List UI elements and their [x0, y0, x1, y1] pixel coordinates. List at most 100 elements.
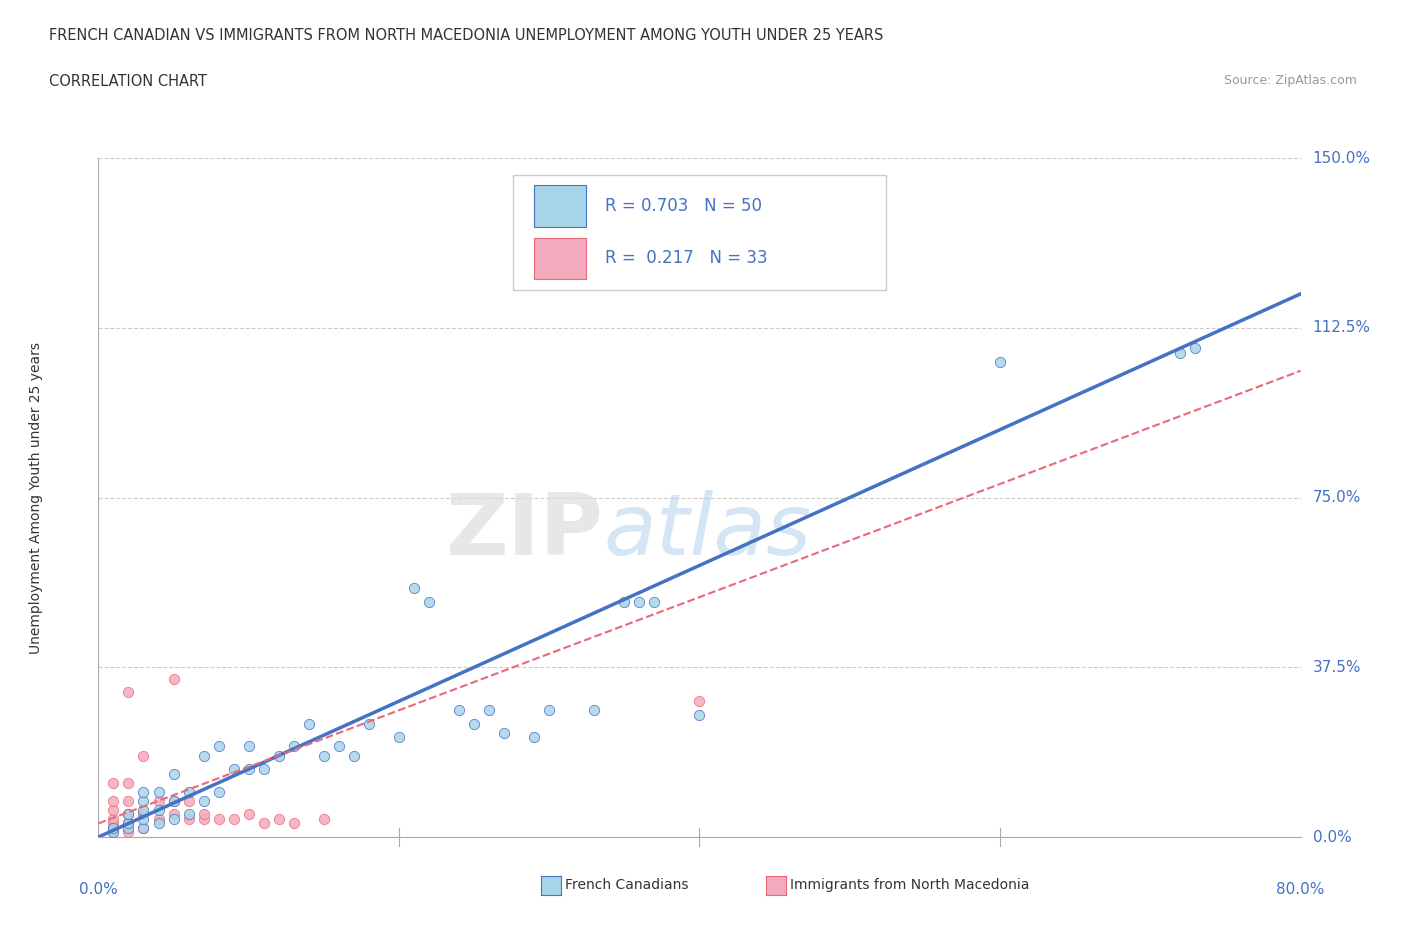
Point [162, 812, 184, 827]
Point [132, 807, 155, 822]
Point [193, 812, 215, 827]
Point [148, 803, 170, 817]
Point [117, 807, 139, 822]
Point [643, 594, 665, 609]
Point [208, 739, 231, 754]
FancyBboxPatch shape [513, 175, 886, 290]
Text: 75.0%: 75.0% [1313, 490, 1361, 505]
Point [103, 776, 125, 790]
Point [162, 793, 184, 808]
Point [402, 580, 425, 595]
Point [177, 807, 200, 822]
Point [238, 762, 260, 777]
Point [538, 703, 561, 718]
Point [357, 716, 380, 731]
Point [1184, 340, 1206, 355]
Point [208, 784, 231, 799]
Point [583, 703, 606, 718]
Point [117, 816, 139, 830]
Point [162, 766, 184, 781]
Point [193, 793, 215, 808]
Text: 112.5%: 112.5% [1313, 320, 1371, 336]
Point [132, 820, 155, 835]
Point [148, 812, 170, 827]
Point [267, 812, 290, 827]
Point [494, 725, 516, 740]
Text: 80.0%: 80.0% [1277, 883, 1324, 897]
Point [388, 730, 411, 745]
Text: R = 0.703   N = 50: R = 0.703 N = 50 [605, 197, 762, 215]
Point [418, 594, 440, 609]
Point [132, 812, 155, 827]
Point [132, 820, 155, 835]
Point [688, 694, 710, 709]
Point [283, 739, 305, 754]
Point [162, 807, 184, 822]
Point [148, 793, 170, 808]
Point [628, 594, 651, 609]
Point [283, 816, 305, 830]
Point [132, 803, 155, 817]
Point [312, 812, 335, 827]
Point [222, 812, 245, 827]
Point [328, 739, 350, 754]
Point [523, 730, 546, 745]
Point [208, 812, 231, 827]
Point [688, 708, 710, 723]
Point [117, 825, 139, 840]
Point [613, 594, 636, 609]
FancyBboxPatch shape [534, 185, 586, 227]
Point [988, 354, 1011, 369]
Point [193, 748, 215, 763]
Point [103, 820, 125, 835]
Point [253, 762, 276, 777]
Point [132, 748, 155, 763]
Text: 37.5%: 37.5% [1313, 659, 1361, 675]
Point [238, 739, 260, 754]
Point [103, 816, 125, 830]
Text: Immigrants from North Macedonia: Immigrants from North Macedonia [790, 878, 1029, 893]
Point [447, 703, 470, 718]
Point [193, 807, 215, 822]
Text: 0.0%: 0.0% [1313, 830, 1351, 844]
Text: R =  0.217   N = 33: R = 0.217 N = 33 [605, 249, 768, 267]
Point [117, 793, 139, 808]
Point [117, 684, 139, 699]
Point [103, 803, 125, 817]
Point [117, 816, 139, 830]
Point [117, 776, 139, 790]
Text: French Canadians: French Canadians [565, 878, 689, 893]
Point [177, 793, 200, 808]
Point [162, 793, 184, 808]
Point [117, 820, 139, 835]
Point [478, 703, 501, 718]
Point [222, 762, 245, 777]
Point [463, 716, 485, 731]
Text: atlas: atlas [603, 490, 811, 573]
Text: Unemployment Among Youth under 25 years: Unemployment Among Youth under 25 years [30, 341, 44, 654]
Point [132, 793, 155, 808]
Point [312, 748, 335, 763]
Point [103, 793, 125, 808]
Text: 0.0%: 0.0% [79, 883, 118, 897]
Text: Source: ZipAtlas.com: Source: ZipAtlas.com [1223, 74, 1357, 87]
Point [1170, 345, 1192, 360]
Text: FRENCH CANADIAN VS IMMIGRANTS FROM NORTH MACEDONIA UNEMPLOYMENT AMONG YOUTH UNDE: FRENCH CANADIAN VS IMMIGRANTS FROM NORTH… [49, 28, 883, 43]
Point [103, 812, 125, 827]
Point [298, 716, 321, 731]
Point [148, 816, 170, 830]
Point [177, 784, 200, 799]
Text: 150.0%: 150.0% [1313, 151, 1371, 166]
Point [103, 825, 125, 840]
Point [267, 748, 290, 763]
Point [162, 671, 184, 686]
Point [103, 820, 125, 835]
Point [177, 812, 200, 827]
Point [253, 816, 276, 830]
Text: CORRELATION CHART: CORRELATION CHART [49, 74, 207, 89]
Point [103, 825, 125, 840]
Point [117, 807, 139, 822]
Point [148, 784, 170, 799]
FancyBboxPatch shape [534, 237, 586, 279]
Text: ZIP: ZIP [446, 490, 603, 573]
